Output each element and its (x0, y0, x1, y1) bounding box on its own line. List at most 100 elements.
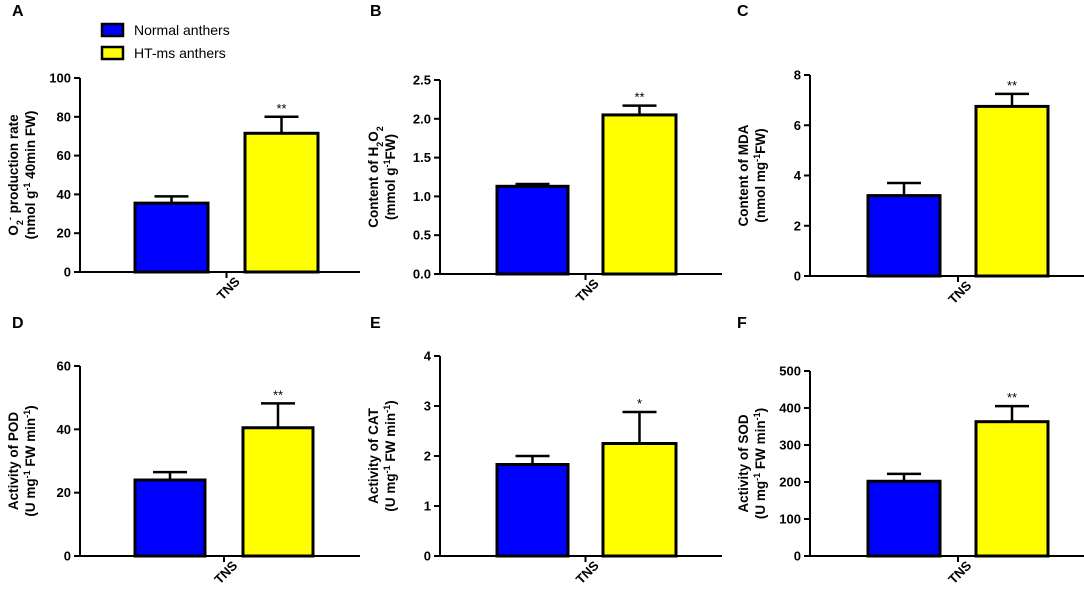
y-tick-label: 2.5 (413, 73, 431, 88)
significance-label: ** (276, 101, 286, 116)
y-tick-label: 1 (424, 499, 431, 514)
y-axis-label-part: 2 (15, 220, 25, 225)
x-tick-label: TNS (945, 278, 974, 307)
y-axis-label: Activity of POD (6, 412, 21, 511)
y-axis-label: (U mg-1 FW min-1) (382, 400, 398, 511)
panel-label: F (737, 315, 747, 332)
y-tick-label: 60 (57, 359, 71, 374)
y-axis-label-part: -1 (382, 159, 392, 167)
y-axis-label-part: 2 (375, 126, 385, 131)
y-axis-label-part: Activity of SOD (736, 414, 751, 513)
y-tick-label: 20 (57, 226, 71, 241)
bar-normal (133, 201, 210, 274)
y-axis-label-part: - (5, 217, 15, 220)
y-tick-label: 3 (424, 399, 431, 414)
y-tick-label: 4 (794, 168, 802, 183)
y-tick-label: 200 (779, 475, 801, 490)
significance-label: ** (1007, 78, 1017, 93)
panel-label: B (370, 3, 382, 20)
bar-htms (974, 420, 1050, 558)
panel-label: E (370, 315, 381, 332)
y-axis-label: Content of H2O2 (366, 126, 385, 228)
y-axis-label-part: -1 (22, 183, 32, 191)
y-axis-label-part: -1 (752, 154, 762, 162)
bar-htms (974, 104, 1050, 278)
y-axis-label: (U mg-1 FW min-1) (752, 408, 768, 519)
y-axis-label-part: -1 (22, 410, 32, 418)
y-axis-label-part: (U mg (753, 481, 768, 519)
bar-htms (241, 426, 315, 558)
y-tick-label: 8 (794, 68, 801, 83)
bar-htms (601, 113, 678, 276)
y-axis-label-part: ) (383, 400, 398, 405)
y-axis-label-part: O (6, 225, 21, 236)
legend-swatch-htms (100, 45, 125, 61)
y-tick-label: 2.0 (413, 111, 431, 126)
y-axis-label-part: 40min FW) (23, 111, 38, 183)
x-tick-label: TNS (573, 558, 602, 587)
bar-htms (601, 442, 678, 558)
legend-label-htms: HT-ms anthers (134, 45, 226, 61)
y-axis-label-part: -1 (752, 412, 762, 420)
y-tick-label: 20 (57, 485, 71, 500)
y-axis-label-part: (U mg (383, 473, 398, 511)
y-axis-label: (nmol mg-1FW) (752, 128, 768, 222)
y-axis-label-part: FW min (23, 418, 38, 471)
y-tick-label: 2 (424, 449, 431, 464)
bar-normal (133, 478, 207, 558)
y-tick-label: 0 (794, 269, 801, 284)
y-axis-label-part: Activity of CAT (366, 407, 381, 504)
y-tick-label: 0 (64, 549, 71, 564)
x-tick-label: TNS (945, 558, 974, 587)
legend-swatch-normal (100, 22, 125, 38)
y-axis-label-part: ) (23, 405, 38, 410)
legend-label-normal: Normal anthers (134, 22, 230, 38)
y-tick-label: 100 (49, 71, 71, 86)
y-axis-label-part: FW min (753, 420, 768, 473)
y-axis-label-part: (U mg (23, 478, 38, 516)
y-tick-label: 0.5 (413, 228, 431, 243)
y-axis-label-part: production rate (6, 114, 21, 217)
y-axis-label-part: FW) (383, 134, 398, 159)
y-tick-label: 80 (57, 109, 71, 124)
y-tick-label: 6 (794, 118, 801, 133)
significance-label: ** (634, 90, 644, 105)
bar-htms (243, 131, 320, 274)
y-axis-label-part: 2 (375, 142, 385, 147)
y-axis-label: O2- production rate (5, 114, 25, 236)
y-axis-label-part: Content of H (366, 147, 381, 228)
panel-label: A (12, 3, 24, 20)
y-axis-label: Activity of CAT (366, 407, 381, 504)
y-axis-label-part: Content of MDA (736, 124, 751, 226)
x-tick-label: TNS (573, 276, 602, 305)
y-tick-label: 4 (424, 349, 432, 364)
x-tick-label: TNS (211, 558, 240, 587)
y-axis-label-part: -1 (382, 465, 392, 473)
y-axis-label: Content of MDA (736, 124, 751, 226)
y-axis-label-part: FW) (753, 128, 768, 153)
y-axis-label-part: -1 (382, 405, 392, 413)
bar-normal (866, 194, 942, 278)
y-axis-label: Activity of SOD (736, 414, 751, 513)
y-tick-label: 0 (424, 549, 431, 564)
y-axis-label-part: -1 (752, 473, 762, 481)
y-axis-label-part: Activity of POD (6, 412, 21, 511)
y-tick-label: 300 (779, 438, 801, 453)
y-axis-label: (mmol g-1FW) (382, 134, 398, 220)
y-tick-label: 0 (794, 549, 801, 564)
y-tick-label: 400 (779, 401, 801, 416)
y-axis-label-part: FW min (383, 413, 398, 466)
y-axis-label: (U mg-1 FW min-1) (22, 405, 38, 516)
legend: Normal anthers HT-ms anthers (100, 22, 230, 61)
panel-label: C (737, 3, 749, 20)
y-axis-label-part: O (366, 131, 381, 142)
y-tick-label: 40 (57, 187, 71, 202)
panel-a: A 0 20 40 60 80 100 TNS ** O2- production rate (nm… (5, 3, 360, 303)
significance-label: * (637, 396, 642, 411)
bar-normal (495, 463, 570, 558)
y-tick-label: 60 (57, 148, 71, 163)
y-tick-label: 100 (779, 512, 801, 527)
x-tick-label: TNS (214, 274, 243, 303)
